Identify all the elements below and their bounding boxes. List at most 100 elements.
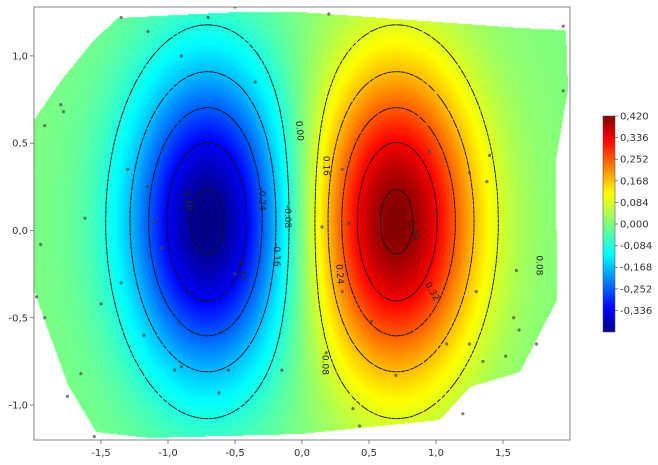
colorbar-tick-label: 0,252 bbox=[620, 155, 649, 166]
sample-point bbox=[340, 289, 344, 294]
x-tick-label: -1,0 bbox=[158, 448, 178, 459]
colorbar-tick-label: 0,168 bbox=[620, 176, 649, 187]
y-tick-label: 0,0 bbox=[12, 226, 28, 237]
x-tick-label: 1,5 bbox=[495, 448, 511, 459]
sample-point bbox=[43, 316, 47, 320]
sample-point bbox=[461, 412, 465, 416]
sample-point bbox=[153, 220, 157, 224]
sample-point bbox=[370, 319, 374, 323]
sample-point bbox=[485, 179, 489, 184]
contour-lines bbox=[105, 24, 499, 420]
sample-point bbox=[179, 365, 183, 369]
contour-label: 0.00 bbox=[293, 121, 305, 142]
colorbar-tick-label: -0,336 bbox=[620, 306, 652, 317]
sample-point bbox=[39, 242, 43, 247]
y-tick-label: 0,5 bbox=[12, 139, 28, 150]
sample-point bbox=[99, 302, 103, 306]
contour-label: 0.08 bbox=[534, 255, 544, 275]
sample-point bbox=[427, 150, 431, 154]
contour-label: 0.08 bbox=[319, 355, 329, 375]
y-tick-label: 1,0 bbox=[12, 51, 28, 62]
sample-point bbox=[351, 406, 355, 411]
sample-point bbox=[43, 124, 47, 128]
contour-label: -0.24 bbox=[256, 187, 266, 211]
contour-line bbox=[190, 188, 225, 255]
sample-point bbox=[445, 342, 449, 346]
colorbar-tick-label: 0,420 bbox=[620, 112, 649, 123]
sample-point bbox=[179, 54, 183, 58]
sample-point bbox=[561, 24, 565, 28]
colorbar-ticks: 0,420 0,336 0,252 0,168 0,084 0,000 -0,084 -0,1… bbox=[615, 112, 652, 317]
sample-point bbox=[320, 225, 324, 229]
sample-point bbox=[83, 216, 87, 220]
contour-label: 0.24 bbox=[333, 264, 345, 285]
sample-point bbox=[119, 15, 123, 20]
sample-point bbox=[517, 328, 521, 332]
sample-point bbox=[280, 368, 284, 372]
sample-point bbox=[173, 368, 177, 372]
y-tick-label: -1,0 bbox=[8, 401, 28, 412]
contour-line bbox=[105, 24, 290, 420]
sample-point bbox=[467, 342, 472, 346]
sample-point bbox=[142, 333, 146, 337]
contour-label: -0.16 bbox=[271, 243, 281, 267]
x-tick-label: 0,0 bbox=[294, 448, 310, 459]
sample-point bbox=[206, 15, 210, 20]
y-axis: 1,0 0,5 0,0 -0,5 -1,0 bbox=[8, 51, 34, 412]
sample-point bbox=[126, 167, 130, 171]
sample-point bbox=[474, 289, 478, 294]
sample-point bbox=[65, 394, 70, 398]
colorbar-bar bbox=[602, 115, 616, 333]
contour-label: 0.16 bbox=[321, 156, 331, 176]
sample-point bbox=[504, 354, 508, 358]
sample-point bbox=[233, 272, 237, 276]
sample-point bbox=[59, 103, 63, 107]
sample-point bbox=[79, 372, 83, 376]
sample-points bbox=[35, 7, 565, 439]
contour-line bbox=[148, 107, 263, 337]
sample-point bbox=[327, 12, 331, 16]
sample-point bbox=[561, 89, 565, 93]
contour-line bbox=[356, 142, 438, 302]
sample-point bbox=[434, 211, 438, 215]
x-tick-label: 1,0 bbox=[428, 448, 444, 459]
sample-point bbox=[347, 221, 351, 226]
sample-point bbox=[146, 185, 150, 189]
sample-point bbox=[253, 80, 257, 84]
contour-line bbox=[314, 24, 499, 420]
sample-point bbox=[514, 269, 519, 273]
sample-point bbox=[467, 171, 472, 175]
contour-label: -0.08 bbox=[282, 205, 292, 229]
sample-point bbox=[146, 29, 150, 34]
colorbar-tick-label: -0,252 bbox=[620, 284, 652, 295]
colorbar-tick-label: 0,336 bbox=[620, 133, 649, 144]
contour-line bbox=[379, 188, 414, 255]
x-tick-label: -0,5 bbox=[225, 448, 245, 459]
sample-point bbox=[217, 391, 221, 395]
sample-point bbox=[358, 424, 362, 428]
sample-point bbox=[61, 110, 66, 114]
contour-label: -0.32 bbox=[234, 257, 248, 282]
sample-point bbox=[394, 373, 398, 377]
sample-point bbox=[159, 246, 163, 250]
x-tick-label: -1,5 bbox=[91, 448, 111, 459]
sample-point bbox=[92, 434, 96, 439]
contour-line bbox=[166, 142, 248, 302]
contour-label: -0.40 bbox=[179, 187, 193, 212]
sample-point bbox=[119, 281, 123, 285]
sample-point bbox=[324, 351, 328, 355]
sample-point bbox=[534, 342, 539, 346]
contour-line bbox=[327, 71, 475, 373]
colorbar-tick-label: 0,084 bbox=[620, 198, 649, 209]
contour-line bbox=[129, 71, 277, 373]
heatmap-field bbox=[34, 7, 570, 440]
contour-line bbox=[341, 107, 456, 337]
sample-point bbox=[35, 295, 39, 299]
sample-point bbox=[488, 153, 492, 158]
x-axis: -1,5 -1,0 -0,5 0,0 0,5 1,0 1,5 bbox=[91, 440, 511, 459]
colorbar-tick-label: 0,000 bbox=[620, 220, 649, 231]
colorbar: 0,420 0,336 0,252 0,168 0,084 0,000 -0,084 -0,1… bbox=[602, 112, 652, 333]
sample-point bbox=[340, 167, 344, 171]
colorbar-tick-label: -0,084 bbox=[620, 241, 652, 252]
